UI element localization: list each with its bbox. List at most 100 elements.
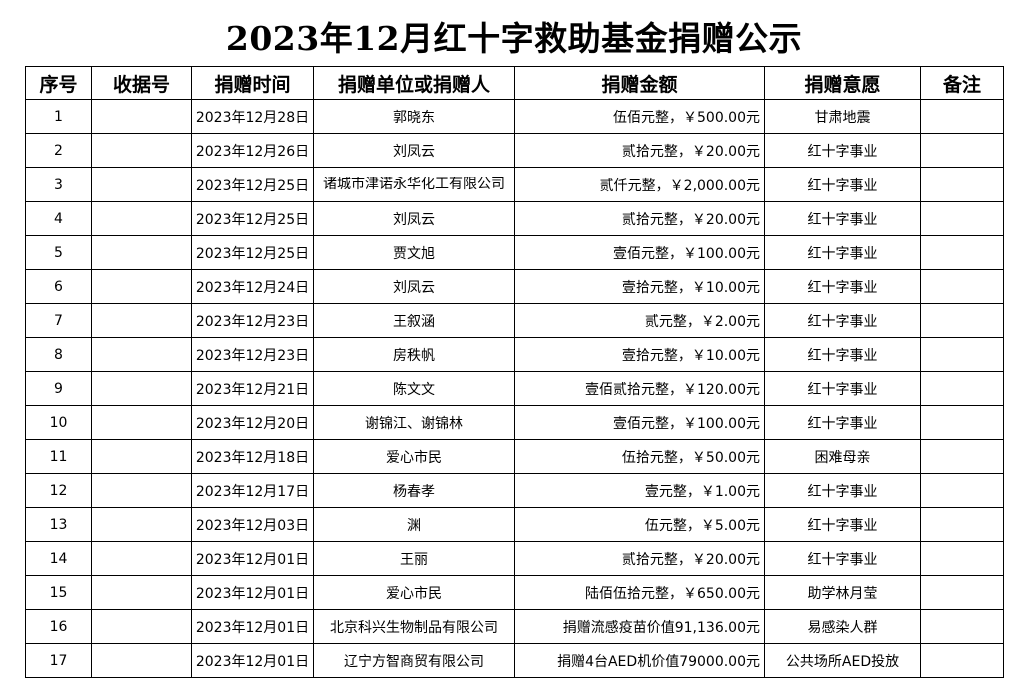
cell-receipt-number bbox=[91, 507, 192, 542]
cell-purpose: 红十字事业 bbox=[764, 235, 921, 270]
cell-receipt-number bbox=[91, 133, 192, 168]
cell-serial-number: 5 bbox=[25, 235, 92, 270]
cell-serial-number: 17 bbox=[25, 643, 92, 678]
table-row: 12 2023年12月17日 杨春孝 壹元整，￥1.00元 红十字事业 bbox=[25, 473, 1004, 508]
cell-receipt-number bbox=[91, 337, 192, 372]
cell-note bbox=[920, 575, 1004, 610]
cell-serial-number: 3 bbox=[25, 167, 92, 202]
cell-amount: 伍元整，￥5.00元 bbox=[514, 507, 765, 542]
header-donor: 捐赠单位或捐赠人 bbox=[313, 66, 515, 100]
cell-receipt-number bbox=[91, 643, 192, 678]
cell-purpose: 红十字事业 bbox=[764, 201, 921, 236]
cell-donor: 谢锦江、谢锦林 bbox=[313, 405, 515, 440]
cell-donation-date: 2023年12月20日 bbox=[191, 405, 314, 440]
cell-donation-date: 2023年12月25日 bbox=[191, 201, 314, 236]
cell-note bbox=[920, 473, 1004, 508]
cell-serial-number: 11 bbox=[25, 439, 92, 474]
header-serial-number: 序号 bbox=[25, 66, 92, 100]
page-title: 2023年12月红十字救助基金捐赠公示 bbox=[225, 19, 803, 58]
table-row: 17 2023年12月01日 辽宁方智商贸有限公司 捐赠4台AED机价值79000.0… bbox=[25, 643, 1004, 678]
cell-receipt-number bbox=[91, 167, 192, 202]
cell-purpose: 红十字事业 bbox=[764, 541, 921, 576]
cell-donation-date: 2023年12月26日 bbox=[191, 133, 314, 168]
cell-donor: 王叙涵 bbox=[313, 303, 515, 338]
table-row: 5 2023年12月25日 贾文旭 壹佰元整，￥100.00元 红十字事业 bbox=[25, 235, 1004, 270]
cell-donor: 诸城市津诺永华化工有限公司 bbox=[313, 167, 515, 202]
table-row: 2 2023年12月26日 刘凤云 贰拾元整，￥20.00元 红十字事业 bbox=[25, 133, 1004, 168]
cell-amount: 伍拾元整，￥50.00元 bbox=[514, 439, 765, 474]
cell-receipt-number bbox=[91, 575, 192, 610]
cell-donation-date: 2023年12月21日 bbox=[191, 371, 314, 406]
cell-serial-number: 10 bbox=[25, 405, 92, 440]
cell-note bbox=[920, 235, 1004, 270]
cell-purpose: 红十字事业 bbox=[764, 167, 921, 202]
cell-donation-date: 2023年12月28日 bbox=[191, 99, 314, 134]
cell-donor: 刘凤云 bbox=[313, 269, 515, 304]
cell-amount: 壹拾元整，￥10.00元 bbox=[514, 337, 765, 372]
cell-donation-date: 2023年12月01日 bbox=[191, 541, 314, 576]
cell-purpose: 红十字事业 bbox=[764, 473, 921, 508]
cell-receipt-number bbox=[91, 371, 192, 406]
cell-serial-number: 16 bbox=[25, 609, 92, 644]
cell-purpose: 易感染人群 bbox=[764, 609, 921, 644]
cell-serial-number: 14 bbox=[25, 541, 92, 576]
cell-donation-date: 2023年12月17日 bbox=[191, 473, 314, 508]
table-row: 3 2023年12月25日 诸城市津诺永华化工有限公司 贰仟元整，￥2,000.00元… bbox=[25, 167, 1004, 202]
cell-receipt-number bbox=[91, 303, 192, 338]
cell-amount: 贰拾元整，￥20.00元 bbox=[514, 541, 765, 576]
cell-amount: 壹佰元整，￥100.00元 bbox=[514, 405, 765, 440]
cell-purpose: 红十字事业 bbox=[764, 303, 921, 338]
cell-donation-date: 2023年12月01日 bbox=[191, 643, 314, 678]
cell-note bbox=[920, 337, 1004, 372]
table-row: 10 2023年12月20日 谢锦江、谢锦林 壹佰元整，￥100.00元 红十字事业 bbox=[25, 405, 1004, 440]
cell-serial-number: 15 bbox=[25, 575, 92, 610]
cell-receipt-number bbox=[91, 235, 192, 270]
table-row: 8 2023年12月23日 房秩帆 壹拾元整，￥10.00元 红十字事业 bbox=[25, 337, 1004, 372]
cell-serial-number: 12 bbox=[25, 473, 92, 508]
cell-serial-number: 4 bbox=[25, 201, 92, 236]
cell-amount: 壹佰元整，￥100.00元 bbox=[514, 235, 765, 270]
cell-purpose: 红十字事业 bbox=[764, 371, 921, 406]
cell-amount: 贰拾元整，￥20.00元 bbox=[514, 201, 765, 236]
cell-donor-text: 诸城市津诺永华化工有限公司 bbox=[323, 177, 505, 192]
cell-receipt-number bbox=[91, 439, 192, 474]
table-row: 6 2023年12月24日 刘凤云 壹拾元整，￥10.00元 红十字事业 bbox=[25, 269, 1004, 304]
cell-donor: 陈文文 bbox=[313, 371, 515, 406]
cell-serial-number: 2 bbox=[25, 133, 92, 168]
cell-donor: 刘凤云 bbox=[313, 133, 515, 168]
cell-serial-number: 7 bbox=[25, 303, 92, 338]
table-row: 9 2023年12月21日 陈文文 壹佰贰拾元整，￥120.00元 红十字事业 bbox=[25, 371, 1004, 406]
cell-donor: 渊 bbox=[313, 507, 515, 542]
cell-donation-date: 2023年12月24日 bbox=[191, 269, 314, 304]
cell-donation-date: 2023年12月03日 bbox=[191, 507, 314, 542]
cell-serial-number: 8 bbox=[25, 337, 92, 372]
cell-receipt-number bbox=[91, 269, 192, 304]
cell-donor: 爱心市民 bbox=[313, 439, 515, 474]
cell-purpose: 助学林月莹 bbox=[764, 575, 921, 610]
cell-note bbox=[920, 167, 1004, 202]
header-amount: 捐赠金额 bbox=[514, 66, 765, 100]
cell-donation-date: 2023年12月25日 bbox=[191, 167, 314, 202]
cell-purpose: 红十字事业 bbox=[764, 405, 921, 440]
cell-purpose: 红十字事业 bbox=[764, 133, 921, 168]
cell-donor: 郭晓东 bbox=[313, 99, 515, 134]
cell-note bbox=[920, 405, 1004, 440]
cell-serial-number: 6 bbox=[25, 269, 92, 304]
cell-receipt-number bbox=[91, 609, 192, 644]
cell-purpose: 困难母亲 bbox=[764, 439, 921, 474]
cell-note bbox=[920, 541, 1004, 576]
header-donation-date: 捐赠时间 bbox=[191, 66, 314, 100]
cell-donor: 贾文旭 bbox=[313, 235, 515, 270]
cell-purpose: 公共场所AED投放 bbox=[764, 643, 921, 678]
table-row: 1 2023年12月28日 郭晓东 伍佰元整，￥500.00元 甘肃地震 bbox=[25, 99, 1004, 134]
cell-note bbox=[920, 269, 1004, 304]
header-note: 备注 bbox=[920, 66, 1004, 100]
cell-note bbox=[920, 303, 1004, 338]
cell-amount: 陆佰伍拾元整，￥650.00元 bbox=[514, 575, 765, 610]
cell-amount: 贰仟元整，￥2,000.00元 bbox=[514, 167, 765, 202]
cell-donation-date: 2023年12月01日 bbox=[191, 609, 314, 644]
cell-serial-number: 1 bbox=[25, 99, 92, 134]
cell-note bbox=[920, 643, 1004, 678]
cell-receipt-number bbox=[91, 473, 192, 508]
